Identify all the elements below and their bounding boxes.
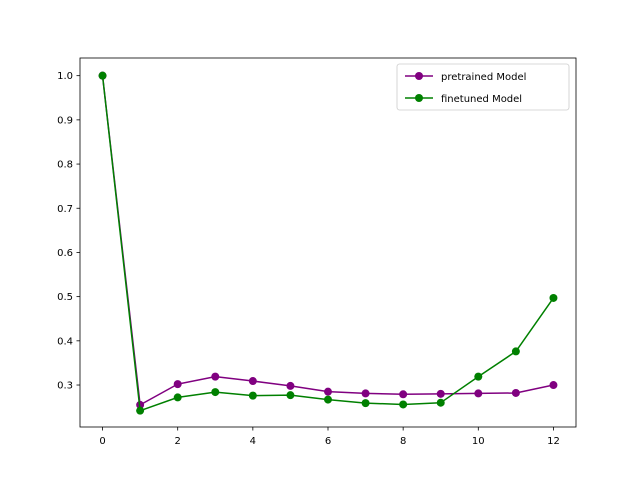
y-tick-label: 0.5 <box>57 292 73 303</box>
data-point-finetuned-model <box>511 347 520 356</box>
data-point-finetuned-model <box>361 399 370 408</box>
data-point-finetuned-model <box>549 293 558 302</box>
data-point-pretrained-model <box>474 389 483 398</box>
x-axis: 0 2 4 6 8 10 12 <box>99 427 560 447</box>
data-point-pretrained-model <box>549 381 558 390</box>
data-point-pretrained-model <box>211 372 220 381</box>
x-tick-label: 0 <box>99 436 105 447</box>
data-point-pretrained-model <box>361 389 370 398</box>
data-point-finetuned-model <box>399 400 408 409</box>
data-point-finetuned-model <box>173 393 182 402</box>
y-axis: 0.3 0.4 0.5 0.6 0.7 0.8 0.9 1.0 <box>57 71 80 392</box>
data-point-pretrained-model <box>173 380 182 389</box>
data-point-pretrained-model <box>286 381 295 390</box>
data-point-finetuned-model <box>286 391 295 400</box>
legend-swatch-marker-pretrained-model <box>415 72 423 80</box>
data-point-pretrained-model <box>511 388 520 397</box>
y-tick-label: 0.9 <box>57 115 73 126</box>
x-tick-label: 10 <box>472 436 485 447</box>
y-tick-label: 0.8 <box>57 160 73 171</box>
y-tick-label: 0.3 <box>57 381 73 392</box>
x-tick-label: 2 <box>175 436 181 447</box>
x-tick-label: 8 <box>400 436 406 447</box>
series-layer <box>98 71 558 415</box>
plot-area-border <box>79 57 577 428</box>
y-tick-label: 0.7 <box>57 204 73 215</box>
data-point-finetuned-model <box>136 406 145 415</box>
x-tick-label: 12 <box>547 436 560 447</box>
series-line-pretrained-model <box>101 75 554 406</box>
axes-frame <box>79 57 577 428</box>
data-point-finetuned-model <box>211 388 220 397</box>
legend-swatch-marker-finetuned-model <box>415 94 423 102</box>
data-point-pretrained-model <box>436 389 445 398</box>
data-point-finetuned-model <box>324 395 332 404</box>
data-point-finetuned-model <box>248 391 257 400</box>
x-tick-label: 6 <box>325 436 331 447</box>
data-point-finetuned-model <box>436 398 445 407</box>
x-tick-label: 4 <box>250 436 256 447</box>
data-point-pretrained-model <box>399 390 408 399</box>
data-point-finetuned-model <box>474 372 483 381</box>
data-point-finetuned-model <box>98 71 107 80</box>
y-tick-label: 0.6 <box>57 248 73 259</box>
legend-box <box>396 63 570 111</box>
data-point-pretrained-model <box>324 387 332 396</box>
legend: pretrained Model finetuned Model <box>396 63 570 111</box>
data-point-pretrained-model <box>248 377 257 386</box>
y-tick-label: 0.4 <box>57 336 73 347</box>
legend-label-finetuned-model: finetuned Model <box>441 94 522 105</box>
y-tick-label: 1.0 <box>57 71 73 82</box>
legend-label-pretrained-model: pretrained Model <box>441 72 526 83</box>
series-line-finetuned-model <box>101 75 555 412</box>
